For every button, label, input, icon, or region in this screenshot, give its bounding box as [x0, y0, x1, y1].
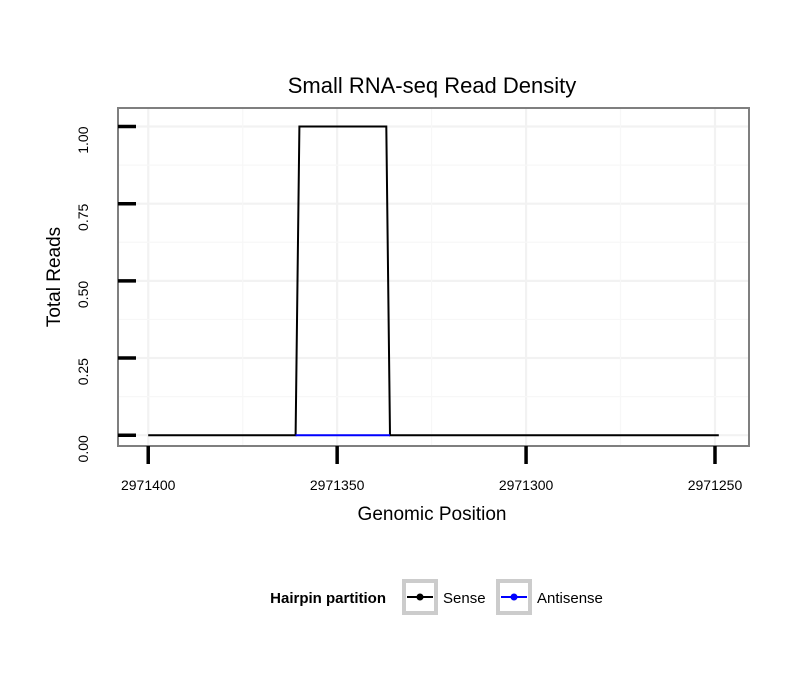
y-tick-label-2: 0.50 — [75, 281, 91, 308]
y-axis: 0.00 0.25 0.50 0.75 1.00 — [75, 124, 136, 462]
y-axis-title: Total Reads — [44, 227, 65, 327]
x-tick-label-0: 2971400 — [121, 477, 176, 493]
x-axis-title: Genomic Position — [358, 504, 507, 525]
y-tick-label-0: 0.00 — [75, 435, 91, 462]
plot-background — [118, 108, 749, 446]
plot-area — [118, 108, 749, 446]
y-tick-label-4: 1.00 — [75, 126, 91, 153]
plot-border — [117, 107, 750, 447]
legend-key-point-antisense — [510, 593, 518, 601]
series-line-sense — [148, 125, 719, 437]
legend-label-antisense: Antisense — [537, 590, 603, 607]
y-tick-label-3: 0.75 — [75, 203, 91, 230]
x-tick-label-3: 2971250 — [688, 477, 743, 493]
legend-label-sense: Sense — [443, 590, 486, 607]
series-lines — [148, 125, 719, 437]
x-axis: 2971400 2971350 2971300 2971250 — [121, 446, 742, 493]
legend-key-point-sense — [416, 593, 424, 601]
y-tick-label-1: 0.25 — [75, 358, 91, 385]
x-tick-label-2: 2971300 — [499, 477, 554, 493]
x-tick-label-1: 2971350 — [310, 477, 365, 493]
legend: Hairpin partition Sense Antisense — [270, 579, 603, 615]
chart-title: Small RNA-seq Read Density — [288, 73, 577, 98]
legend-title: Hairpin partition — [270, 590, 386, 607]
